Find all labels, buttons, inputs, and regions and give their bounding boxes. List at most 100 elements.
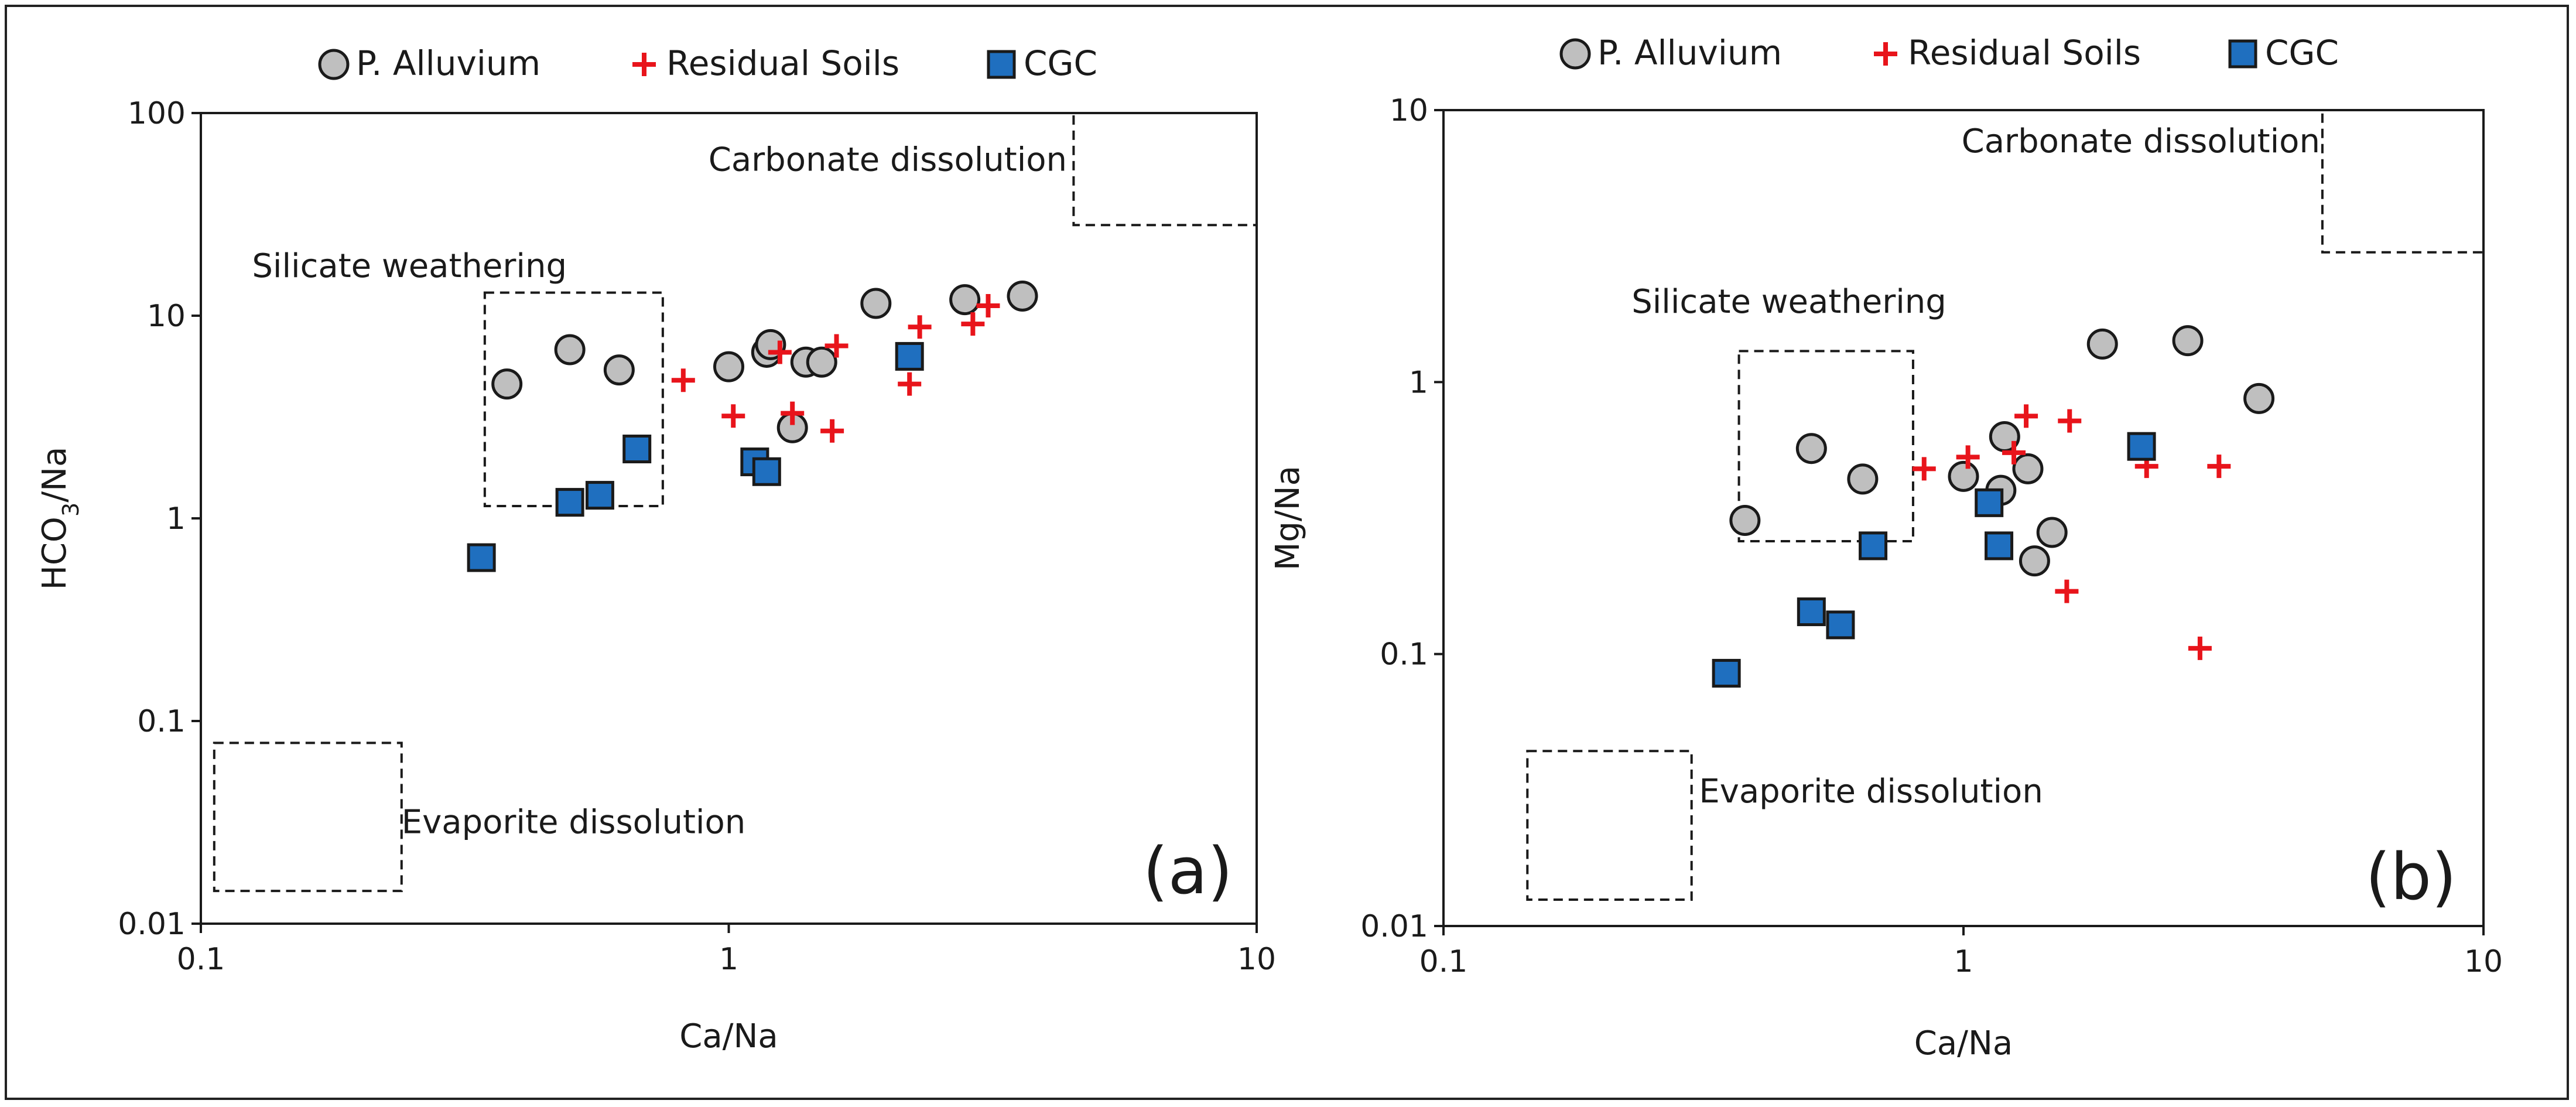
panel-a-data-point xyxy=(860,288,892,319)
figure-frame xyxy=(5,5,2569,1100)
panel-b-data-point xyxy=(1975,488,2004,517)
panel-a-data-point xyxy=(1007,280,1038,312)
panel-a-y-tick-label: 0.1 xyxy=(137,704,186,739)
panel-a-y-axis-label: HCO3/Na xyxy=(36,447,84,590)
panel-a-data-point xyxy=(895,341,924,371)
panel-a-data-point xyxy=(603,354,635,386)
panel-b-data-point xyxy=(2127,432,2156,461)
panel-b-data-point xyxy=(2086,328,2118,360)
panel-a-data-point xyxy=(713,351,744,382)
panel-a-legend-entry: P. Alluvium xyxy=(318,43,540,83)
panel-b-data-point xyxy=(1729,505,1761,537)
panel-b-legend-marker xyxy=(2228,39,2257,69)
panel-a-y-tick-label: 10 xyxy=(147,299,186,334)
panel-b-data-point xyxy=(1847,463,1879,495)
panel-b-x-tick-label: 10 xyxy=(2464,944,2503,979)
panel-b-data-point xyxy=(2012,453,2044,484)
panel-b-y-tick-label: 0.01 xyxy=(1360,909,1428,944)
panel-b-data-point xyxy=(2243,382,2275,414)
panel-b-series-cgc xyxy=(1712,432,2156,688)
panel-b-data-point xyxy=(1859,531,1888,561)
panel-b-data-point xyxy=(2188,636,2212,660)
panel-b-data-point xyxy=(2019,545,2050,577)
panel-a-legend-marker xyxy=(632,53,656,76)
panel-a-annotation: Silicate weathering xyxy=(252,247,567,285)
panel-a-y-tick-label: 0.01 xyxy=(118,907,186,942)
panel-b-data-point xyxy=(2002,440,2026,464)
panel-a-legend-label: Residual Soils xyxy=(666,43,899,83)
panel-a-legend-marker xyxy=(318,49,350,80)
panel-a-data-point xyxy=(622,435,652,464)
panel-a-data-point xyxy=(898,372,922,396)
panel-a-x-tick-label: 10 xyxy=(1237,942,1276,977)
panel-a-series-residual-soils xyxy=(671,293,1000,443)
panel-a-x-tick-label: 1 xyxy=(719,942,738,977)
panel-b-x-tick-label: 1 xyxy=(1954,944,1973,979)
panel-b-series-p-alluvium xyxy=(1729,325,2275,577)
panel-a-evaporite-dissolution-box xyxy=(213,742,403,893)
panel-a-data-point xyxy=(949,284,981,316)
panel-b-data-point xyxy=(1985,531,2014,561)
panel-a-carbonate-dissolution-box xyxy=(1072,112,1258,227)
panel-b-series-residual-soils xyxy=(1912,404,2231,660)
panel-b-legend-label: P. Alluvium xyxy=(1597,33,1782,73)
panel-b-data-point xyxy=(1826,610,1855,640)
panel-b-data-point xyxy=(2036,517,2068,548)
panel-b-annotation: Evaporite dissolution xyxy=(1699,773,2043,811)
panel-b-y-tick-label: 0.1 xyxy=(1380,637,1428,672)
panel-a-data-point xyxy=(825,334,849,358)
panel-a-legend-entry: CGC xyxy=(987,43,1097,83)
panel-b-annotation: Silicate weathering xyxy=(1631,283,1946,321)
panel-a-annotation: Evaporite dissolution xyxy=(402,803,745,841)
panel-a-data-point xyxy=(781,401,805,425)
panel-b-annotation: Carbonate dissolution xyxy=(1962,122,2320,160)
panel-a-data-point xyxy=(585,481,614,510)
panel-a-data-point xyxy=(768,340,792,364)
panel-a-series-cgc xyxy=(467,341,924,572)
panel-a-data-point xyxy=(467,543,496,572)
panel-a-chart: 0.1 1 100.010.1110100Ca/NaHCO3/NaCarbonate… xyxy=(36,43,1276,1055)
panel-b-y-tick-label: 1 xyxy=(1409,365,1428,400)
panel-b-legend-entry: Residual Soils xyxy=(1874,33,2141,73)
panel-b-legend-label: Residual Soils xyxy=(1908,33,2141,73)
panel-b-legend-entry: P. Alluvium xyxy=(1559,33,1782,73)
panel-a-x-tick-label: 0.1 xyxy=(177,942,225,977)
panel-b-data-point xyxy=(1912,457,1936,481)
panel-b-legend-marker xyxy=(1559,38,1591,70)
panel-a-data-point xyxy=(752,457,781,486)
panel-a-series-p-alluvium xyxy=(491,280,1038,443)
panel-b-data-point xyxy=(1956,445,1980,469)
panel-b-data-point xyxy=(2014,404,2038,428)
panel-a-y-tick-label: 100 xyxy=(128,96,186,131)
panel-b-data-point xyxy=(1795,433,1827,464)
panel-a-data-point xyxy=(820,419,844,443)
panel-a-panel-label: (a) xyxy=(1143,833,1233,908)
panel-b-data-point xyxy=(2055,579,2079,603)
panel-a-legend-marker xyxy=(987,50,1016,79)
panel-a-legend-label: CGC xyxy=(1024,43,1097,83)
panel-a-legend-label: P. Alluvium xyxy=(356,43,540,83)
panel-b-evaporite-dissolution-box xyxy=(1526,750,1693,901)
panel-b-y-axis-label: Mg/Na xyxy=(1269,466,1307,570)
panel-b-panel-label: (b) xyxy=(2365,839,2457,914)
panel-b-data-point xyxy=(1797,597,1826,627)
panel-a-data-point xyxy=(908,315,932,339)
panel-a-data-point xyxy=(806,346,837,378)
panel-a-data-point xyxy=(721,404,745,428)
panel-a-annotation: Carbonate dissolution xyxy=(709,141,1067,179)
panel-a-data-point xyxy=(555,488,584,517)
panel-a-data-point xyxy=(976,293,1000,317)
panel-a-silicate-weathering-box xyxy=(483,291,664,507)
panel-b-carbonate-dissolution-box xyxy=(2321,109,2485,254)
panel-a-legend-entry: Residual Soils xyxy=(632,43,899,83)
panel-b-x-axis-label: Ca/Na xyxy=(1914,1024,2013,1062)
panel-a-y-tick-label: 1 xyxy=(166,501,186,537)
panel-b-data-point xyxy=(1712,658,1741,688)
panel-b-data-point xyxy=(2207,455,2231,479)
panel-a-data-point xyxy=(491,368,523,400)
panel-b-legend-marker xyxy=(1874,42,1897,66)
panel-b-silicate-weathering-box xyxy=(1737,350,1914,542)
panel-a-data-point xyxy=(671,368,695,392)
